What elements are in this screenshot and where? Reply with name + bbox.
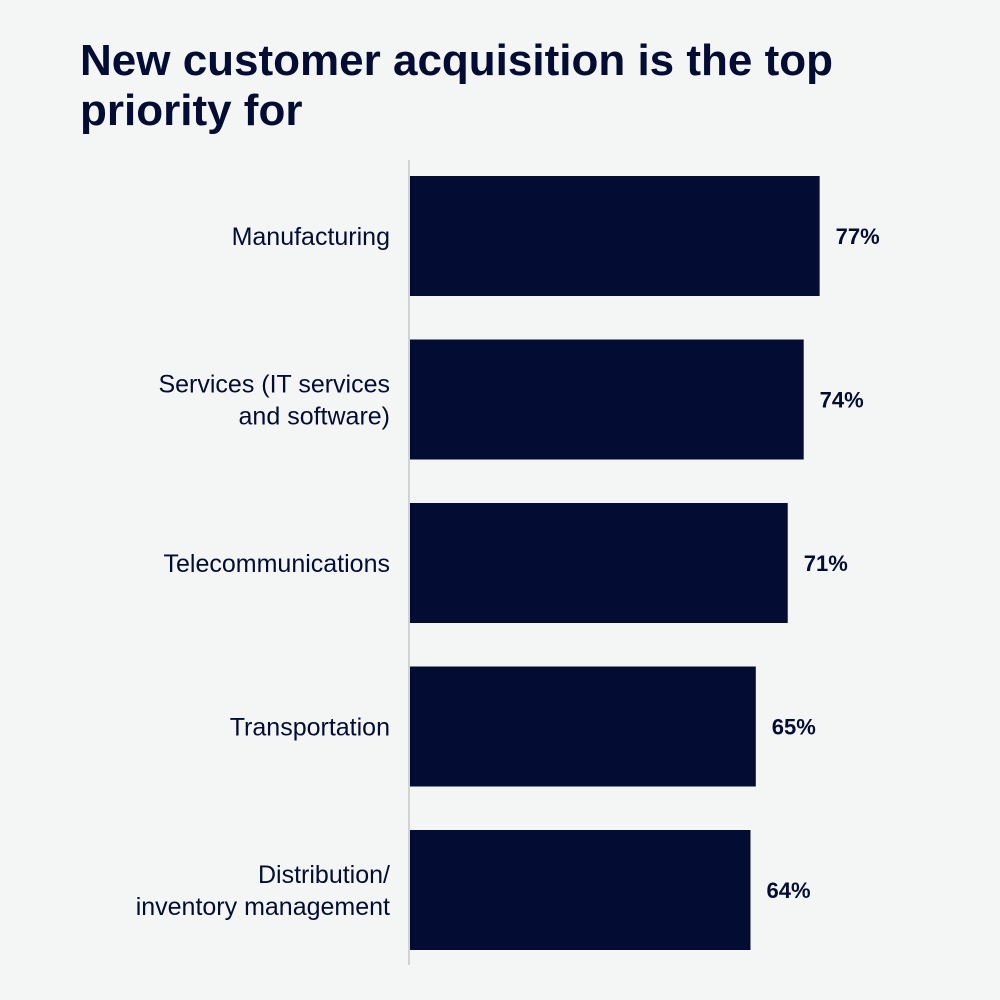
value-label-0: 77%: [836, 224, 880, 249]
bar-3: [410, 666, 756, 787]
bar-2: [410, 503, 788, 623]
category-label-0: Manufacturing: [232, 223, 390, 251]
category-label-line: Manufacturing: [232, 223, 390, 251]
category-label-3: Transportation: [230, 714, 390, 742]
bars-group: [410, 176, 820, 950]
value-label-1: 74%: [820, 388, 864, 413]
category-label-2: Telecommunications: [164, 550, 391, 578]
category-label-line: Transportation: [230, 714, 390, 742]
value-label-2: 71%: [804, 551, 848, 576]
bar-4: [410, 830, 751, 950]
bar-0: [410, 176, 820, 296]
chart-title: New customer acquisition is the top prio…: [80, 36, 834, 135]
bar-1: [410, 339, 804, 460]
value-label-3: 65%: [772, 715, 816, 740]
category-label-line: and software): [239, 403, 390, 431]
category-label-1: Services (IT services and software): [158, 371, 390, 431]
category-label-line: Services (IT services: [158, 371, 390, 399]
value-label-4: 64%: [766, 878, 810, 903]
category-labels-group: Manufacturing Services (IT services and so…: [136, 223, 390, 921]
category-label-4: Distribution/inventory management: [136, 861, 390, 921]
category-label-line: inventory management: [136, 893, 390, 921]
category-label-line: Distribution/: [258, 861, 390, 889]
category-label-line: Telecommunications: [164, 550, 391, 578]
value-labels-group: 77% 74% 71% 65% 64%: [766, 224, 879, 903]
